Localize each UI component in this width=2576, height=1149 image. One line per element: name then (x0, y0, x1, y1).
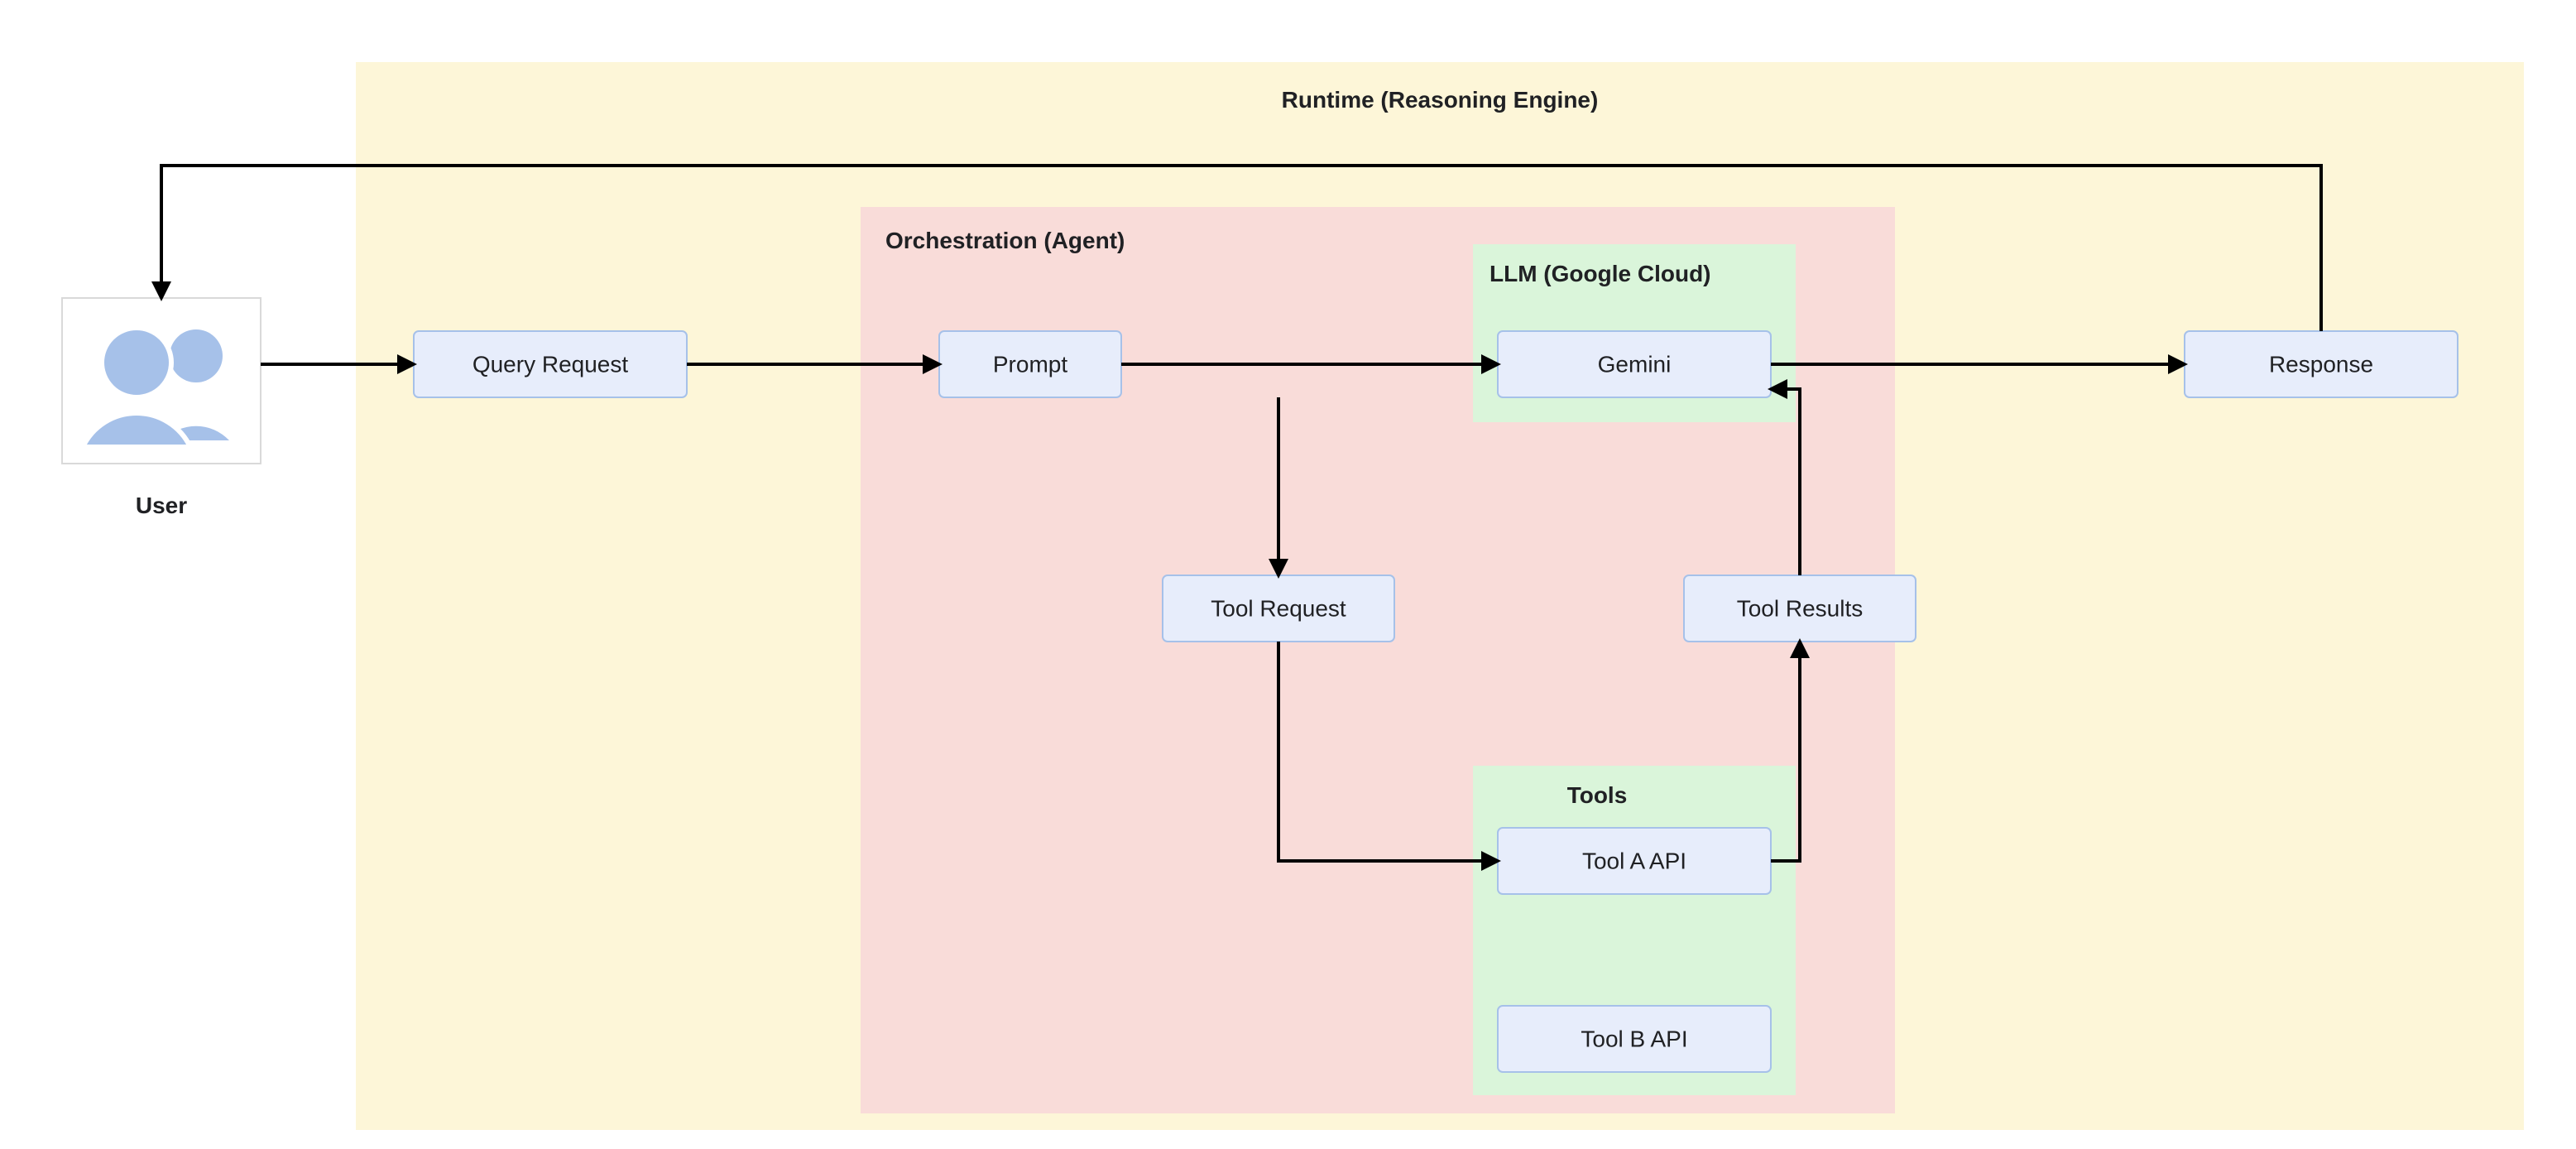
svg-text:Tools: Tools (1567, 782, 1628, 808)
user-label: User (136, 493, 187, 518)
node-tool_request-label: Tool Request (1211, 595, 1346, 621)
svg-text:Orchestration (Agent): Orchestration (Agent) (885, 228, 1125, 253)
architecture-diagram: Runtime (Reasoning Engine) Orchestration … (0, 0, 2576, 1149)
node-tool_a-label: Tool A API (1582, 848, 1686, 873)
svg-text:LLM (Google Cloud): LLM (Google Cloud) (1489, 261, 1711, 286)
node-query_request-label: Query Request (473, 351, 629, 377)
node-gemini-label: Gemini (1598, 351, 1672, 377)
svg-text:Runtime (Reasoning Engine): Runtime (Reasoning Engine) (1282, 87, 1599, 113)
node-tool_results-label: Tool Results (1737, 595, 1864, 621)
node-prompt-label: Prompt (993, 351, 1067, 377)
node-response-label: Response (2269, 351, 2373, 377)
node-tool_b-label: Tool B API (1581, 1026, 1687, 1051)
